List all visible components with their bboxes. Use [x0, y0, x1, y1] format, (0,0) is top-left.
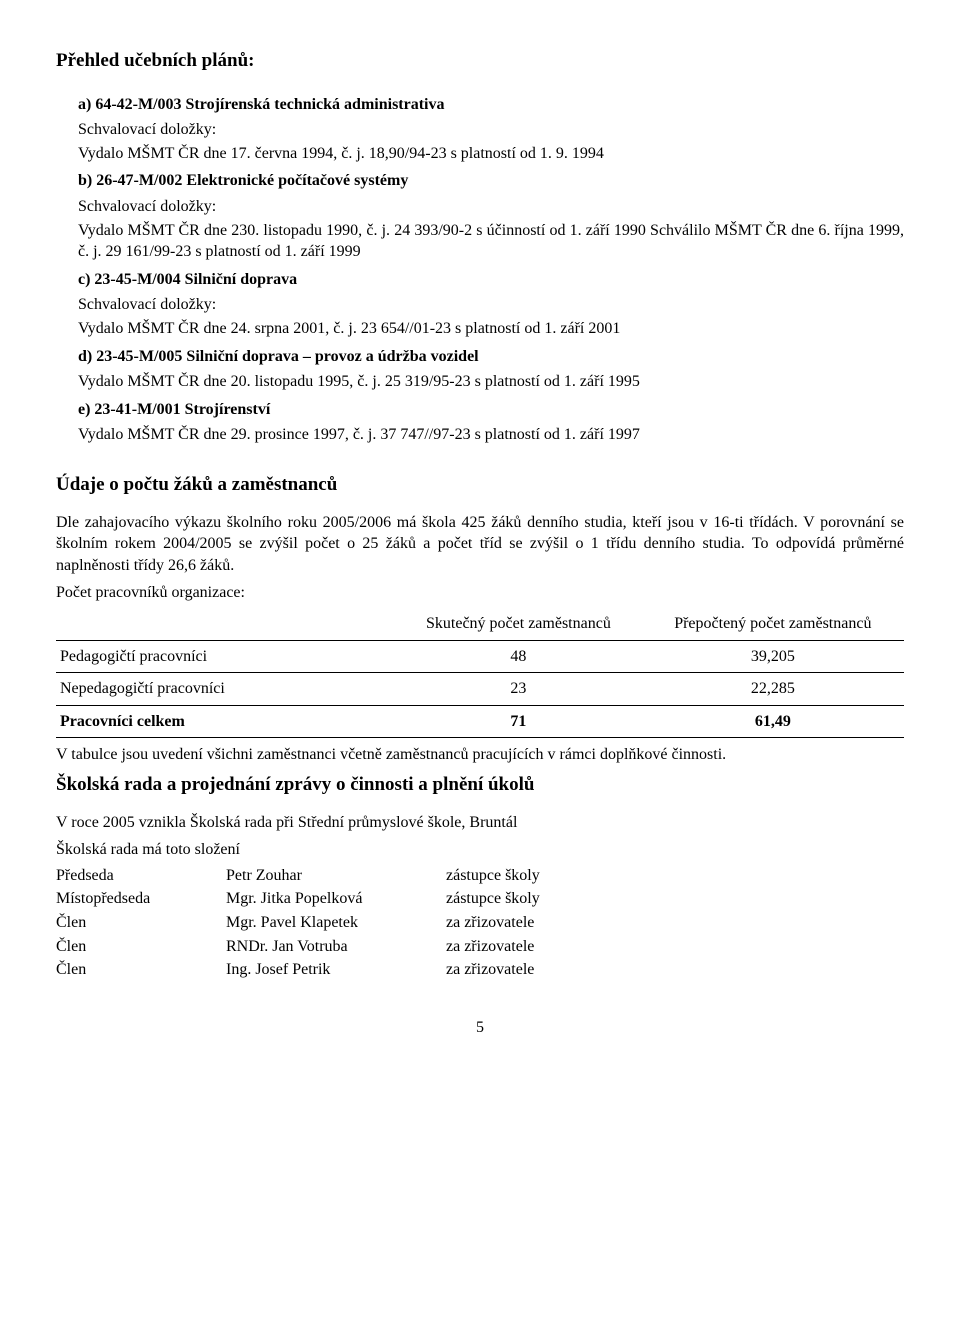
paragraph: Počet pracovníků organizace:: [56, 582, 904, 604]
row-label: Nepedagogičtí pracovníci: [56, 673, 395, 706]
paragraph: Školská rada má toto složení: [56, 839, 904, 861]
roles-grid: Předseda Petr Zouhar zástupce školy Míst…: [56, 865, 904, 981]
role-name: Mgr. Pavel Klapetek: [226, 912, 446, 934]
table-row-total: Pracovníci celkem 71 61,49: [56, 705, 904, 738]
section-title-students: Údaje o počtu žáků a zaměstnanců: [56, 472, 904, 498]
item-dolozky: Schvalovací doložky:: [78, 196, 904, 218]
item-code: e) 23-41-M/001 Strojírenství: [78, 399, 904, 421]
paragraph: Dle zahajovacího výkazu školního roku 20…: [56, 512, 904, 577]
section-title-rada: Školská rada a projednání zprávy o činno…: [56, 772, 904, 798]
item-vydalo: Vydalo MŠMT ČR dne 24. srpna 2001, č. j.…: [78, 318, 904, 340]
page-heading: Přehled učebních plánů:: [56, 48, 904, 74]
role-name: RNDr. Jan Votruba: [226, 936, 446, 958]
role-name: Ing. Josef Petrik: [226, 959, 446, 981]
role-label: Předseda: [56, 865, 226, 887]
role-label: Místopředseda: [56, 888, 226, 910]
staff-table: Skutečný počet zaměstnanců Přepočtený po…: [56, 608, 904, 738]
col-header: Přepočtený počet zaměstnanců: [642, 608, 904, 640]
role-label: Člen: [56, 912, 226, 934]
row-value: 23: [395, 673, 641, 706]
item-code: c) 23-45-M/004 Silniční doprava: [78, 269, 904, 291]
row-value: 39,205: [642, 640, 904, 673]
col-header: Skutečný počet zaměstnanců: [395, 608, 641, 640]
item-dolozky: Schvalovací doložky:: [78, 294, 904, 316]
item-vydalo: Vydalo MŠMT ČR dne 29. prosince 1997, č.…: [78, 424, 904, 446]
item-code: b) 26-47-M/002 Elektronické počítačové s…: [78, 170, 904, 192]
role-note: zástupce školy: [446, 888, 904, 910]
row-value: 61,49: [642, 705, 904, 738]
item-code: d) 23-45-M/005 Silniční doprava – provoz…: [78, 346, 904, 368]
item-code: a) 64-42-M/003 Strojírenská technická ad…: [78, 94, 904, 116]
role-name: Petr Zouhar: [226, 865, 446, 887]
role-note: za zřizovatele: [446, 936, 904, 958]
row-value: 48: [395, 640, 641, 673]
item-vydalo: Vydalo MŠMT ČR dne 17. června 1994, č. j…: [78, 143, 904, 165]
page-number: 5: [56, 1017, 904, 1039]
paragraph: V tabulce jsou uvedení všichni zaměstnan…: [56, 744, 904, 766]
table-header-row: Skutečný počet zaměstnanců Přepočtený po…: [56, 608, 904, 640]
row-value: 22,285: [642, 673, 904, 706]
row-label: Pracovníci celkem: [56, 705, 395, 738]
row-label: Pedagogičtí pracovníci: [56, 640, 395, 673]
item-vydalo: Vydalo MŠMT ČR dne 230. listopadu 1990, …: [78, 220, 904, 263]
role-label: Člen: [56, 936, 226, 958]
role-note: za zřizovatele: [446, 959, 904, 981]
role-name: Mgr. Jitka Popelková: [226, 888, 446, 910]
table-row: Nepedagogičtí pracovníci 23 22,285: [56, 673, 904, 706]
role-label: Člen: [56, 959, 226, 981]
item-vydalo: Vydalo MŠMT ČR dne 20. listopadu 1995, č…: [78, 371, 904, 393]
role-note: za zřizovatele: [446, 912, 904, 934]
item-dolozky: Schvalovací doložky:: [78, 119, 904, 141]
table-row: Pedagogičtí pracovníci 48 39,205: [56, 640, 904, 673]
role-note: zástupce školy: [446, 865, 904, 887]
paragraph: V roce 2005 vznikla Školská rada při Stř…: [56, 812, 904, 834]
plan-list: a) 64-42-M/003 Strojírenská technická ad…: [56, 94, 904, 446]
row-value: 71: [395, 705, 641, 738]
